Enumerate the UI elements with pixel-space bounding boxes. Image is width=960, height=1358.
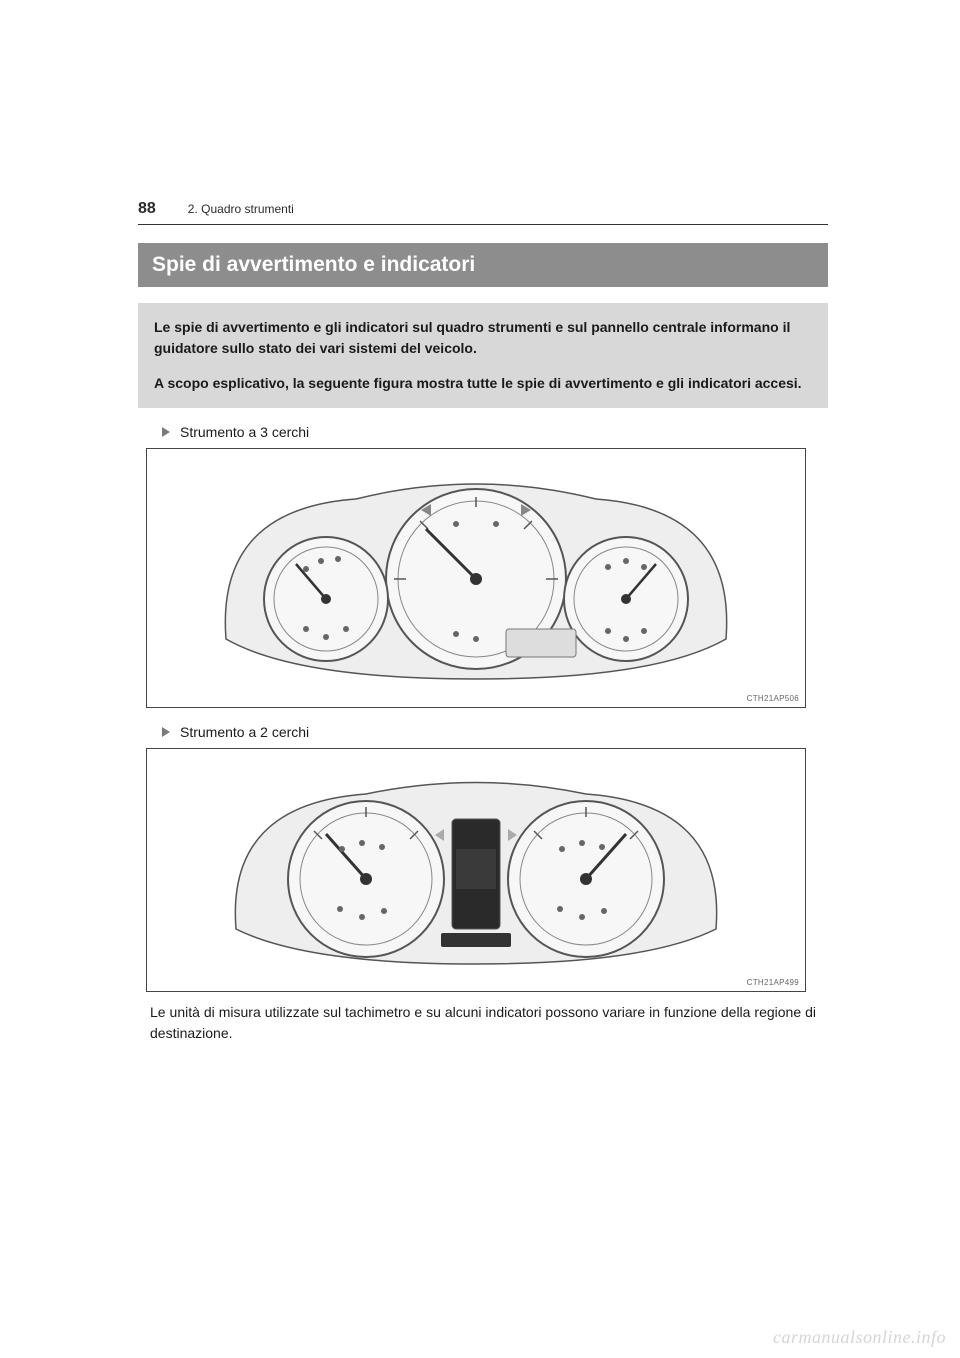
body-text: Le unità di misura utilizzate sul tachim…	[150, 1002, 816, 1044]
manual-page: 88 2. Quadro strumenti Spie di avvertime…	[138, 200, 828, 1044]
intro-box: Le spie di avvertimento e gli indicatori…	[138, 303, 828, 408]
intro-paragraph-2: A scopo esplicativo, la seguente figura …	[154, 373, 812, 394]
fig1-caption-row: Strumento a 3 cerchi	[162, 424, 820, 440]
cluster-2-ring-illustration	[156, 749, 796, 983]
cluster-3-ring-illustration	[156, 449, 796, 699]
section-title: Spie di avvertimento e indicatori	[138, 243, 828, 287]
fig2-code: CTH21AP499	[747, 978, 799, 987]
page-number: 88	[138, 200, 156, 218]
watermark: carmanualsonline.info	[773, 1327, 946, 1348]
intro-paragraph-1: Le spie di avvertimento e gli indicatori…	[154, 317, 812, 359]
content-area: Strumento a 3 cerchi	[138, 424, 828, 1044]
fig1-caption: Strumento a 3 cerchi	[180, 424, 309, 440]
figure-2: CTH21AP499	[146, 748, 806, 992]
bullet-icon	[162, 427, 170, 437]
fig2-caption-row: Strumento a 2 cerchi	[162, 724, 820, 740]
figure-1: CTH21AP506	[146, 448, 806, 708]
chapter-label: 2. Quadro strumenti	[188, 202, 294, 216]
fig1-code: CTH21AP506	[747, 694, 799, 703]
header-rule	[138, 224, 828, 225]
bullet-icon	[162, 727, 170, 737]
page-header: 88 2. Quadro strumenti	[138, 200, 828, 218]
fig2-caption: Strumento a 2 cerchi	[180, 724, 309, 740]
